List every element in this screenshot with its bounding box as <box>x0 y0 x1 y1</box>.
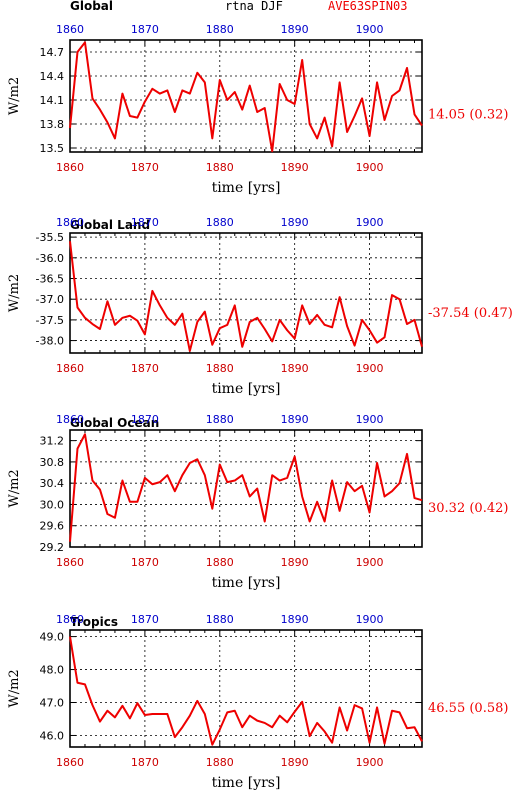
series-annotation: 46.55 (0.58) <box>428 701 508 716</box>
y-tick-label: 49.0 <box>40 631 65 644</box>
x-tick-label-top: 1860 <box>56 613 84 626</box>
x-tick-label-top: 1870 <box>131 613 159 626</box>
series-line <box>69 241 423 352</box>
y-tick-label: 31.2 <box>40 435 65 448</box>
x-axis-label: time [yrs] <box>212 575 281 591</box>
x-tick-label-top: 1890 <box>281 216 309 229</box>
y-tick-label: 30.4 <box>40 477 65 490</box>
y-axis-label: W/m2 <box>7 469 22 507</box>
y-tick-label: -35.5 <box>36 231 64 244</box>
panel-3: Global Ocean1860186018701870188018801890… <box>7 413 508 591</box>
y-tick-label: -38.0 <box>36 335 64 348</box>
panel-title: Global Land <box>70 218 150 232</box>
header-left-title: Global <box>70 0 113 13</box>
x-tick-label-top: 1870 <box>131 23 159 36</box>
x-tick-label-bottom: 1900 <box>356 556 384 569</box>
x-tick-label-bottom: 1890 <box>281 556 309 569</box>
x-tick-label-bottom: 1880 <box>206 362 234 375</box>
y-tick-label: 47.0 <box>40 697 65 710</box>
x-tick-label-top: 1870 <box>131 216 159 229</box>
panel-title: Global Ocean <box>70 416 159 430</box>
x-tick-label-top: 1860 <box>56 413 84 426</box>
y-tick-label: 14.1 <box>40 94 65 107</box>
y-tick-label: -37.5 <box>36 314 64 327</box>
x-tick-label-top: 1860 <box>56 216 84 229</box>
y-tick-label: 29.2 <box>40 541 65 554</box>
series-line <box>69 433 423 542</box>
x-tick-label-bottom: 1890 <box>281 362 309 375</box>
x-tick-label-bottom: 1870 <box>131 362 159 375</box>
series-annotation: 14.05 (0.32) <box>428 107 508 122</box>
x-axis-label: time [yrs] <box>212 775 281 791</box>
x-tick-label-bottom: 1860 <box>56 362 84 375</box>
x-tick-label-bottom: 1890 <box>281 756 309 769</box>
x-tick-label-bottom: 1870 <box>131 556 159 569</box>
y-tick-label: 13.8 <box>40 118 65 131</box>
x-tick-label-bottom: 1880 <box>206 161 234 174</box>
y-axis-label: W/m2 <box>7 669 22 707</box>
x-tick-label-bottom: 1890 <box>281 161 309 174</box>
y-tick-label: 29.6 <box>40 520 65 533</box>
y-axis-label: W/m2 <box>7 274 22 312</box>
y-tick-label: 30.0 <box>40 498 65 511</box>
x-tick-label-top: 1890 <box>281 413 309 426</box>
y-tick-label: 46.0 <box>40 729 65 742</box>
series-annotation: -37.54 (0.47) <box>428 306 513 321</box>
plot-frame <box>69 429 423 548</box>
x-tick-label-bottom: 1870 <box>131 756 159 769</box>
x-tick-label-top: 1900 <box>356 23 384 36</box>
header-right-title: AVE63SPIN03 <box>328 0 407 13</box>
y-tick-label: 14.4 <box>40 70 65 83</box>
series-line <box>69 636 423 746</box>
y-tick-label: -37.0 <box>36 293 64 306</box>
series-line <box>69 41 423 153</box>
x-tick-label-top: 1860 <box>56 23 84 36</box>
x-tick-label-top: 1880 <box>206 413 234 426</box>
y-tick-label: -36.5 <box>36 273 64 286</box>
x-tick-label-top: 1900 <box>356 613 384 626</box>
x-tick-label-top: 1870 <box>131 413 159 426</box>
header-center-title: rtna DJF <box>225 0 283 13</box>
y-tick-label: 13.5 <box>40 142 65 155</box>
y-tick-label: 30.8 <box>40 456 65 469</box>
panel-2: Global Land18601860187018701880188018901… <box>7 216 513 397</box>
y-tick-label: 48.0 <box>40 664 65 677</box>
plot-frame <box>69 629 423 748</box>
series-annotation: 30.32 (0.42) <box>428 501 508 516</box>
panel-4: Tropics186018601870187018801880189018901… <box>7 613 508 791</box>
x-tick-label-top: 1880 <box>206 23 234 36</box>
x-tick-label-bottom: 1900 <box>356 161 384 174</box>
x-tick-label-top: 1900 <box>356 413 384 426</box>
x-tick-label-top: 1890 <box>281 23 309 36</box>
x-tick-label-bottom: 1860 <box>56 756 84 769</box>
y-tick-label: -36.0 <box>36 252 64 265</box>
panels: 1860 1860 1870 1870 1880 1880 1890 1890 1900 1900… <box>7 23 513 791</box>
x-tick-label-bottom: 1900 <box>356 362 384 375</box>
x-axis-label: time [yrs] <box>212 381 281 397</box>
x-tick-label-bottom: 1860 <box>56 556 84 569</box>
panel-title: Tropics <box>70 615 118 629</box>
y-tick-label: 14.7 <box>40 46 65 59</box>
plot-frame <box>69 39 423 153</box>
x-tick-label-bottom: 1880 <box>206 756 234 769</box>
x-tick-label-top: 1880 <box>206 216 234 229</box>
x-tick-label-bottom: 1870 <box>131 161 159 174</box>
x-tick-label-top: 1900 <box>356 216 384 229</box>
panel-1: 1860 1860 1870 1870 1880 1880 1890 1890 1900 1900… <box>7 23 508 196</box>
plot-frame <box>69 232 423 354</box>
x-tick-label-top: 1890 <box>281 613 309 626</box>
y-axis-label: W/m2 <box>7 77 22 115</box>
x-tick-label-top: 1880 <box>206 613 234 626</box>
x-tick-label-bottom: 1880 <box>206 556 234 569</box>
x-tick-label-bottom: 1860 <box>56 161 84 174</box>
x-axis-label: time [yrs] <box>212 180 281 196</box>
x-tick-label-bottom: 1900 <box>356 756 384 769</box>
